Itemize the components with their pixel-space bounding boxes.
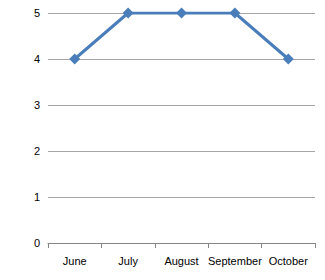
svg-text:July: July [118, 255, 138, 267]
svg-text:4: 4 [34, 53, 40, 65]
svg-text:5: 5 [34, 7, 40, 19]
svg-text:October: October [269, 255, 308, 267]
svg-text:1: 1 [34, 191, 40, 203]
svg-text:2: 2 [34, 145, 40, 157]
svg-text:September: September [208, 255, 262, 267]
svg-text:June: June [63, 255, 87, 267]
svg-text:0: 0 [34, 237, 40, 249]
svg-text:3: 3 [34, 99, 40, 111]
svg-text:August: August [164, 255, 198, 267]
